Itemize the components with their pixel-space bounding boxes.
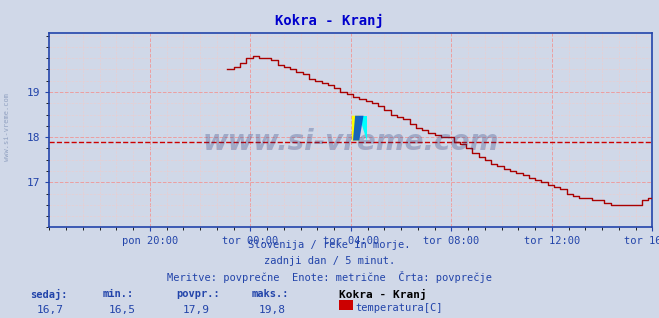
Text: Slovenija / reke in morje.: Slovenija / reke in morje.	[248, 240, 411, 250]
Text: temperatura[C]: temperatura[C]	[356, 303, 444, 313]
Text: 16,7: 16,7	[36, 305, 63, 315]
Polygon shape	[359, 116, 366, 141]
Text: Kokra - Kranj: Kokra - Kranj	[275, 14, 384, 29]
Polygon shape	[353, 116, 364, 141]
Text: 16,5: 16,5	[109, 305, 136, 315]
Text: Kokra - Kranj: Kokra - Kranj	[339, 289, 427, 300]
Text: www.si-vreme.com: www.si-vreme.com	[203, 128, 499, 156]
Polygon shape	[352, 116, 359, 141]
Text: Meritve: povprečne  Enote: metrične  Črta: povprečje: Meritve: povprečne Enote: metrične Črta:…	[167, 271, 492, 283]
Polygon shape	[352, 116, 359, 141]
Text: min.:: min.:	[102, 289, 133, 299]
Text: 19,8: 19,8	[258, 305, 285, 315]
Text: sedaj:: sedaj:	[30, 289, 67, 300]
Text: 17,9: 17,9	[183, 305, 210, 315]
Text: maks.:: maks.:	[252, 289, 289, 299]
Text: zadnji dan / 5 minut.: zadnji dan / 5 minut.	[264, 256, 395, 266]
Text: povpr.:: povpr.:	[177, 289, 220, 299]
Text: www.si-vreme.com: www.si-vreme.com	[3, 93, 10, 161]
